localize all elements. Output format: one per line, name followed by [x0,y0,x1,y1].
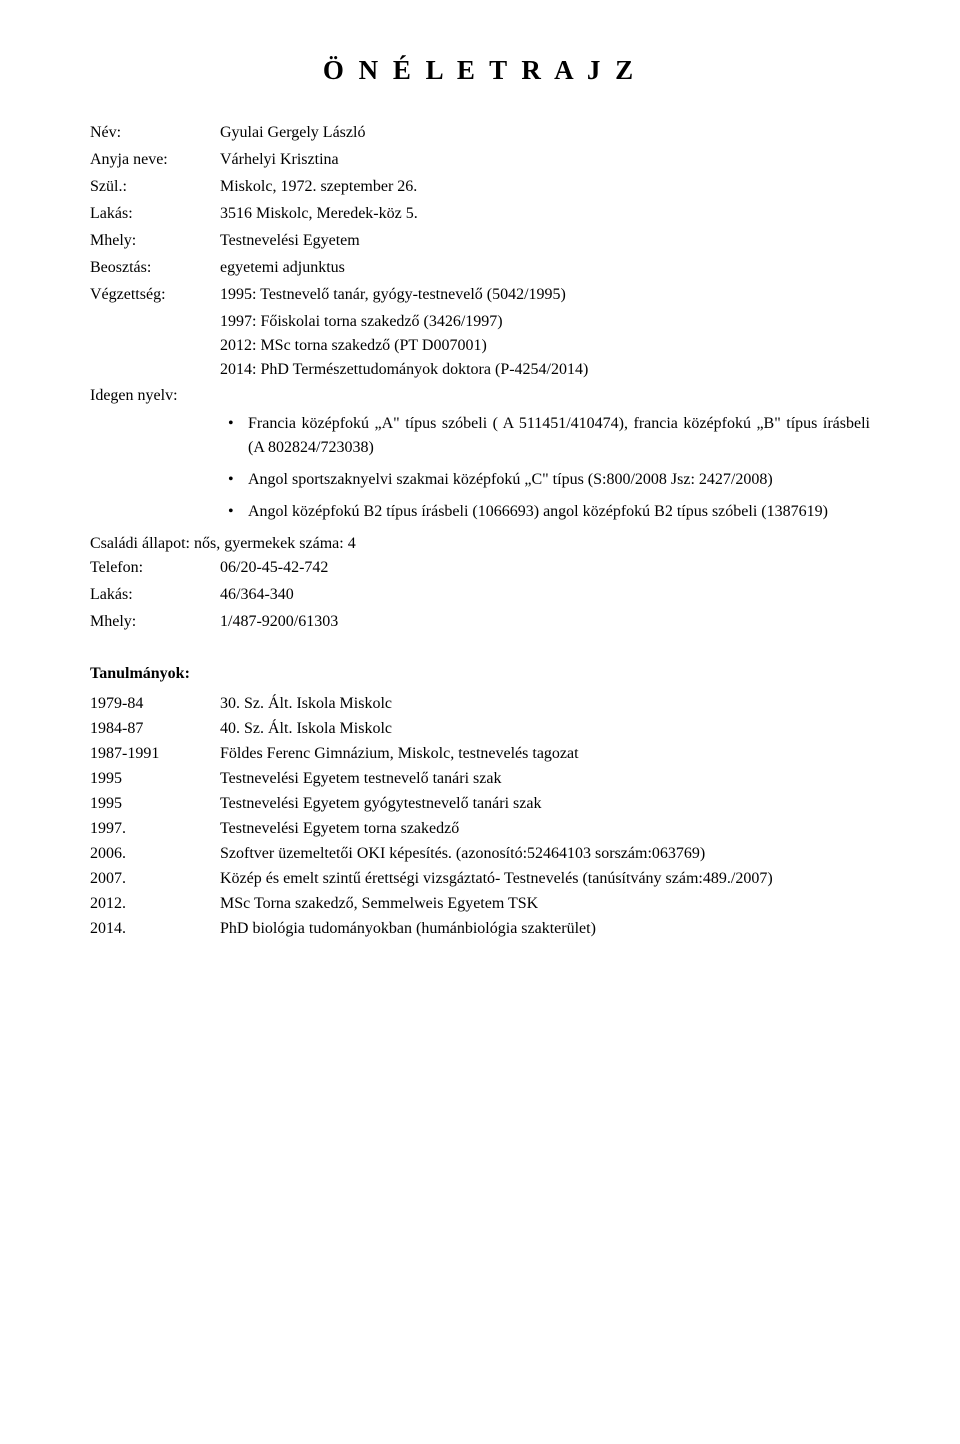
work-row: Mhely: Testnevelési Egyetem [90,229,870,253]
mother-row: Anyja neve: Várhelyi Krisztina [90,148,870,172]
study-year: 1984-87 [90,717,220,741]
edu-line3: 2012: MSc torna szakedző (PT D007001) [220,334,870,358]
study-row: 2014.PhD biológia tudományokban (humánbi… [90,917,870,941]
study-desc: Közép és emelt szintű érettségi vizsgázt… [220,867,870,891]
phone-label: Telefon: [90,556,220,580]
study-desc: PhD biológia tudományokban (humánbiológi… [220,917,870,941]
work2-label: Mhely: [90,610,220,634]
family-status: Családi állapot: nős, gyermekek száma: 4 [90,532,870,556]
study-year: 2014. [90,917,220,941]
birth-value: Miskolc, 1972. szeptember 26. [220,175,870,199]
study-desc: Testnevelési Egyetem testnevelő tanári s… [220,767,870,791]
edu-line2: 1997: Főiskolai torna szakedző (3426/199… [220,310,870,334]
home2-label: Lakás: [90,583,220,607]
phone-row: Telefon: 06/20-45-42-742 [90,556,870,580]
phone-value: 06/20-45-42-742 [220,556,870,580]
study-row: 2007.Közép és emelt szintű érettségi viz… [90,867,870,891]
study-desc: Földes Ferenc Gimnázium, Miskolc, testne… [220,742,870,766]
study-year: 2006. [90,842,220,866]
study-year: 1987-1991 [90,742,220,766]
home-row: Lakás: 3516 Miskolc, Meredek-köz 5. [90,202,870,226]
studies-list: 1979-8430. Sz. Ált. Iskola Miskolc1984-8… [90,692,870,941]
home-label: Lakás: [90,202,220,226]
work-value: Testnevelési Egyetem [220,229,870,253]
home2-row: Lakás: 46/364-340 [90,583,870,607]
study-year: 1979-84 [90,692,220,716]
name-row: Név: Gyulai Gergely László [90,121,870,145]
work-label: Mhely: [90,229,220,253]
study-row: 1995Testnevelési Egyetem gyógytestnevelő… [90,792,870,816]
studies-title: Tanulmányok: [90,662,870,686]
study-desc: 40. Sz. Ált. Iskola Miskolc [220,717,870,741]
home2-value: 46/364-340 [220,583,870,607]
page-title: Ö N É L E T R A J Z [90,50,870,91]
lang-list: Francia középfokú „A" típus szóbeli ( A … [220,412,870,524]
name-value: Gyulai Gergely László [220,121,870,145]
work2-row: Mhely: 1/487-9200/61303 [90,610,870,634]
name-label: Név: [90,121,220,145]
edu-label: Végzettség: [90,283,220,307]
mother-value: Várhelyi Krisztina [220,148,870,172]
study-year: 1995 [90,767,220,791]
study-row: 1987-1991Földes Ferenc Gimnázium, Miskol… [90,742,870,766]
edu-line4: 2014: PhD Természettudományok doktora (P… [220,358,870,382]
study-desc: Testnevelési Egyetem gyógytestnevelő tan… [220,792,870,816]
position-value: egyetemi adjunktus [220,256,870,280]
study-row: 2012.MSc Torna szakedző, Semmelweis Egye… [90,892,870,916]
study-year: 2012. [90,892,220,916]
work2-value: 1/487-9200/61303 [220,610,870,634]
edu-row: Végzettség: 1995: Testnevelő tanár, gyóg… [90,283,870,307]
lang-item: Francia középfokú „A" típus szóbeli ( A … [220,412,870,460]
study-year: 2007. [90,867,220,891]
study-year: 1995 [90,792,220,816]
study-desc: Testnevelési Egyetem torna szakedző [220,817,870,841]
study-row: 1984-8740. Sz. Ált. Iskola Miskolc [90,717,870,741]
edu-line1: 1995: Testnevelő tanár, gyógy-testnevelő… [220,283,870,307]
birth-label: Szül.: [90,175,220,199]
study-desc: 30. Sz. Ált. Iskola Miskolc [220,692,870,716]
mother-label: Anyja neve: [90,148,220,172]
position-label: Beosztás: [90,256,220,280]
study-desc: Szoftver üzemeltetői OKI képesítés. (azo… [220,842,870,866]
lang-item: Angol sportszaknyelvi szakmai középfokú … [220,468,870,492]
home-value: 3516 Miskolc, Meredek-köz 5. [220,202,870,226]
study-year: 1997. [90,817,220,841]
study-desc: MSc Torna szakedző, Semmelweis Egyetem T… [220,892,870,916]
lang-item: Angol középfokú B2 típus írásbeli (10666… [220,500,870,524]
study-row: 1997.Testnevelési Egyetem torna szakedző [90,817,870,841]
birth-row: Szül.: Miskolc, 1972. szeptember 26. [90,175,870,199]
lang-label: Idegen nyelv: [90,384,870,408]
study-row: 1995Testnevelési Egyetem testnevelő taná… [90,767,870,791]
study-row: 2006.Szoftver üzemeltetői OKI képesítés.… [90,842,870,866]
study-row: 1979-8430. Sz. Ált. Iskola Miskolc [90,692,870,716]
position-row: Beosztás: egyetemi adjunktus [90,256,870,280]
